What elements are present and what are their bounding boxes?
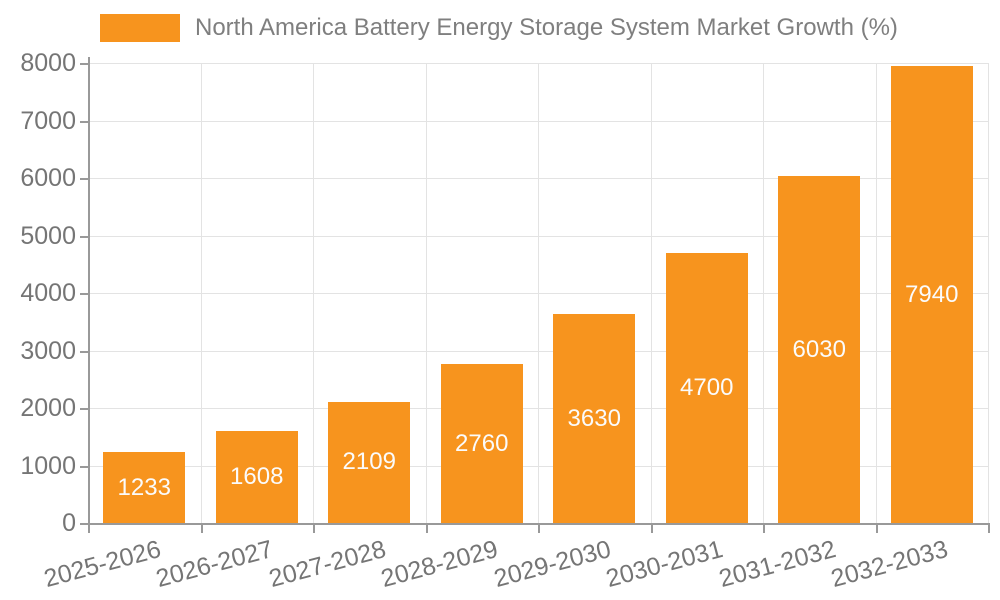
x-axis-tick xyxy=(763,523,765,533)
bar[interactable]: 3630 xyxy=(553,314,636,523)
y-tick-label: 8000 xyxy=(20,49,76,77)
bar[interactable]: 4700 xyxy=(665,252,748,523)
bar-value-label: 2109 xyxy=(342,448,396,476)
y-axis-tick xyxy=(80,120,88,123)
x-axis-tick xyxy=(650,523,653,533)
legend-swatch-icon xyxy=(100,14,180,42)
y-axis-tick xyxy=(80,523,88,525)
y-axis-tick xyxy=(80,350,88,353)
y-tick-label: 4000 xyxy=(20,279,76,307)
bar[interactable]: 2760 xyxy=(440,364,523,523)
x-tick-label: 2030-2031 xyxy=(603,535,726,593)
y-axis-tick xyxy=(80,235,88,238)
x-axis-tick xyxy=(988,523,990,533)
x-gridline xyxy=(425,63,427,523)
x-axis-tick xyxy=(538,523,540,533)
bar[interactable]: 1608 xyxy=(215,430,298,523)
bar-value-label: 1233 xyxy=(117,473,171,501)
bar-value-label: 7940 xyxy=(905,280,959,308)
legend-label: North America Battery Energy Storage Sys… xyxy=(195,14,898,41)
x-gridline xyxy=(875,63,877,523)
y-axis-tick xyxy=(80,63,88,65)
bar[interactable]: 1233 xyxy=(103,452,186,523)
y-axis-line xyxy=(88,57,90,529)
x-tick-label: 2027-2028 xyxy=(265,535,389,593)
y-tick-label: 0 xyxy=(62,509,76,537)
x-gridline xyxy=(538,63,539,523)
y-tick-label: 3000 xyxy=(20,336,76,365)
y-axis-tick xyxy=(80,408,88,410)
y-axis-tick xyxy=(80,293,88,295)
bar-value-label: 6030 xyxy=(792,335,846,363)
y-axis-tick xyxy=(80,178,88,180)
bar-value-label: 2760 xyxy=(455,429,509,457)
bar[interactable]: 6030 xyxy=(778,176,861,523)
bar[interactable]: 2109 xyxy=(328,401,411,523)
bar-value-label: 1608 xyxy=(230,462,284,490)
x-gridline xyxy=(650,63,652,523)
bar[interactable]: 7940 xyxy=(890,66,973,523)
y-tick-label: 6000 xyxy=(20,164,76,192)
bar-value-label: 4700 xyxy=(680,373,734,401)
x-gridline xyxy=(763,63,764,523)
x-axis-tick xyxy=(313,523,315,533)
x-tick-label: 2028-2029 xyxy=(378,535,501,593)
x-gridline xyxy=(200,63,202,523)
x-gridline xyxy=(988,63,989,523)
x-tick-label: 2031-2032 xyxy=(715,535,839,593)
bar-value-label: 3630 xyxy=(567,404,621,432)
x-axis-tick xyxy=(200,523,203,533)
x-axis-tick xyxy=(875,523,878,533)
x-axis-line xyxy=(88,523,990,525)
x-gridline xyxy=(313,63,314,523)
y-tick-label: 1000 xyxy=(20,451,76,480)
x-tick-label: 2029-2030 xyxy=(490,535,614,593)
y-axis-tick xyxy=(80,465,88,468)
y-tick-label: 7000 xyxy=(20,106,76,135)
x-tick-label: 2032-2033 xyxy=(828,535,951,593)
x-tick-label: 2025-2026 xyxy=(40,535,164,593)
y-tick-label: 2000 xyxy=(20,394,76,422)
y-tick-label: 5000 xyxy=(20,221,76,250)
legend-item[interactable]: North America Battery Energy Storage Sys… xyxy=(100,14,898,42)
x-tick-label: 2026-2027 xyxy=(153,535,276,593)
x-axis-tick xyxy=(425,523,428,533)
